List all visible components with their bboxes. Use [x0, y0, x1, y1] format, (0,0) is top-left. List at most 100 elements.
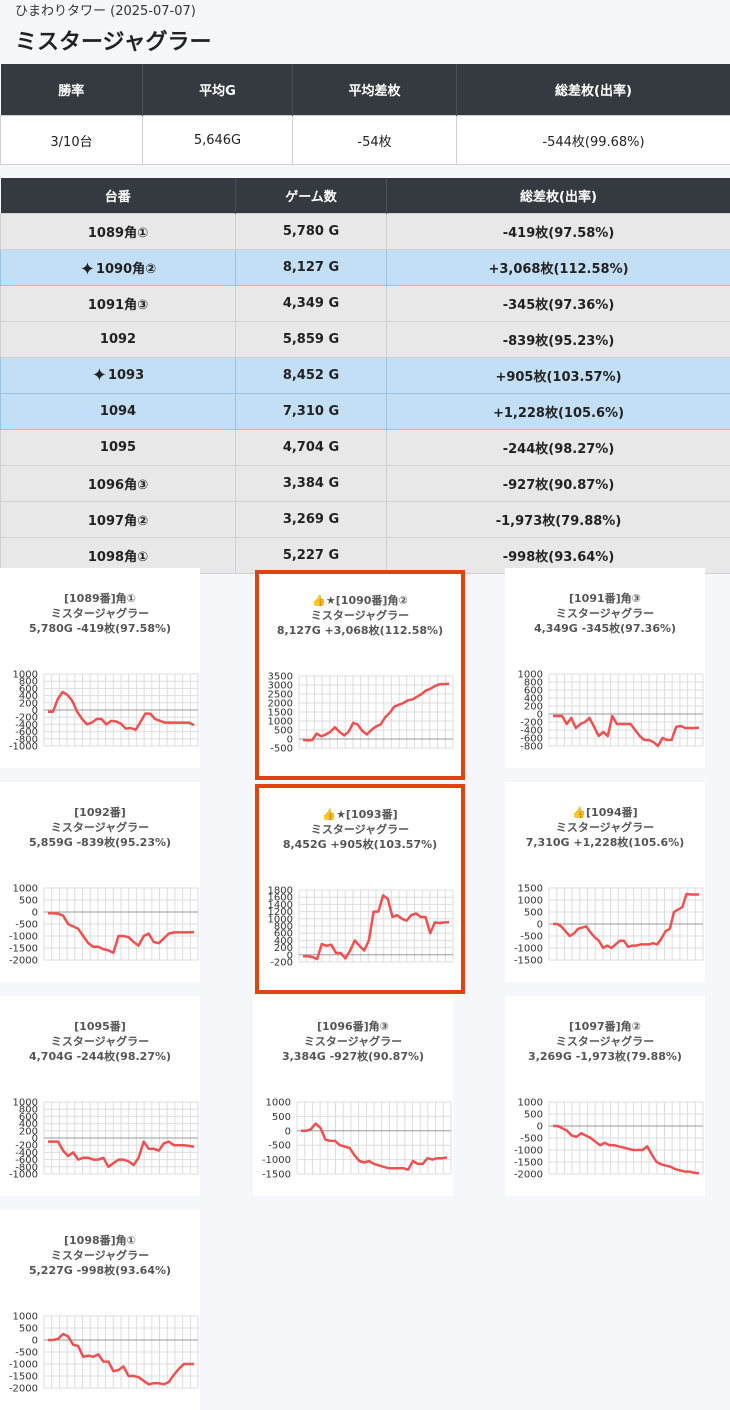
y-tick-label: -500	[15, 1348, 38, 1359]
y-tick-label: 1500	[518, 884, 543, 895]
y-tick-label: -1500	[9, 1372, 38, 1383]
machine-number: 1091角③	[1, 286, 236, 322]
line-chart: 1000 500 0 -500 -1000 -1500	[253, 996, 453, 1196]
y-tick-label: -2000	[514, 1170, 543, 1181]
summary-table: 勝率 平均G 平均差枚 総差枚(出率) 3/10台 5,646G -54枚 -5…	[0, 64, 730, 165]
machine-games: 4,349 G	[236, 286, 387, 322]
sparkle-icon: ✦	[80, 263, 95, 277]
machine-diff: -419枚(97.58%)	[387, 214, 730, 250]
y-tick-label: -1500	[514, 1158, 543, 1169]
machine-number: 1094	[1, 394, 236, 430]
y-tick-label: 0	[537, 1122, 543, 1133]
y-tick-label: 1000	[518, 896, 543, 907]
machine-games: 5,859 G	[236, 322, 387, 358]
machine-games: 4,704 G	[236, 430, 387, 466]
summary-total-diff: -544枚(99.68%)	[457, 116, 730, 165]
machine-diff: +3,068枚(112.58%)	[387, 250, 730, 286]
y-tick-label: -1000	[9, 1170, 38, 1181]
machine-games: 7,310 G	[236, 394, 387, 430]
page-subtitle: ひまわりタワー (2025-07-07)	[15, 0, 196, 19]
y-tick-label: -2000	[9, 956, 38, 967]
y-tick-label: -1500	[262, 1170, 291, 1181]
machine-games: 3,384 G	[236, 466, 387, 502]
y-tick-label: -1000	[514, 944, 543, 955]
y-tick-label: 0	[285, 1126, 291, 1137]
summary-header: 平均G	[143, 64, 293, 116]
machine-number: 1089角①	[1, 214, 236, 250]
machine-games: 5,227 G	[236, 538, 387, 574]
y-tick-label: 500	[19, 896, 38, 907]
machine-diff: +905枚(103.57%)	[387, 358, 730, 394]
y-tick-label: 1000	[266, 1098, 291, 1109]
y-tick-label: -500	[520, 1134, 543, 1145]
machine-games: 8,127 G	[236, 250, 387, 286]
y-tick-label: -1000	[9, 742, 38, 753]
machine-games: 3,269 G	[236, 502, 387, 538]
machine-diff: -839枚(95.23%)	[387, 322, 730, 358]
y-tick-label: -2000	[9, 1384, 38, 1395]
machine-diff: +1,228枚(105.6%)	[387, 394, 730, 430]
machine-number: 1090角②	[96, 262, 156, 277]
machine-games: 8,452 G	[236, 358, 387, 394]
y-tick-label: -500	[15, 920, 38, 931]
y-tick-label: -1000	[262, 1155, 291, 1166]
y-tick-label: 0	[32, 1336, 38, 1347]
summary-avg-diff: -54枚	[293, 116, 457, 165]
machine-games: 5,780 G	[236, 214, 387, 250]
y-tick-label: -500	[520, 932, 543, 943]
page-title: ミスタージャグラー	[15, 24, 211, 56]
machine-diff: -244枚(98.27%)	[387, 430, 730, 466]
sparkle-icon: ✦	[92, 369, 107, 383]
y-tick-label: -200	[270, 958, 293, 969]
y-tick-label: 500	[524, 1110, 543, 1121]
machine-diff: -927枚(90.87%)	[387, 466, 730, 502]
machine-diff: -1,973枚(79.88%)	[387, 502, 730, 538]
y-tick-label: 500	[19, 1324, 38, 1335]
y-tick-label: -500	[268, 1141, 291, 1152]
y-tick-label: -1000	[9, 1360, 38, 1371]
summary-winrate: 3/10台	[1, 116, 143, 165]
machine-number: 1096角③	[1, 466, 236, 502]
y-tick-label: -500	[270, 744, 293, 755]
y-tick-label: 1000	[13, 1312, 38, 1323]
summary-avg-games: 5,646G	[143, 116, 293, 165]
y-tick-label: 0	[32, 908, 38, 919]
y-tick-label: -1000	[514, 1146, 543, 1157]
machine-number-cell: ✦1090角②	[1, 250, 236, 286]
y-tick-label: -1000	[9, 932, 38, 943]
machines-header-number: 台番	[1, 178, 236, 214]
y-tick-label: 500	[272, 1112, 291, 1123]
machine-number: 1093	[108, 368, 144, 383]
y-tick-label: 0	[537, 920, 543, 931]
machine-number-cell: ✦1093	[1, 358, 236, 394]
summary-header: 総差枚(出率)	[457, 64, 730, 116]
y-tick-label: 1000	[518, 1098, 543, 1109]
machines-header-games: ゲーム数	[236, 178, 387, 214]
